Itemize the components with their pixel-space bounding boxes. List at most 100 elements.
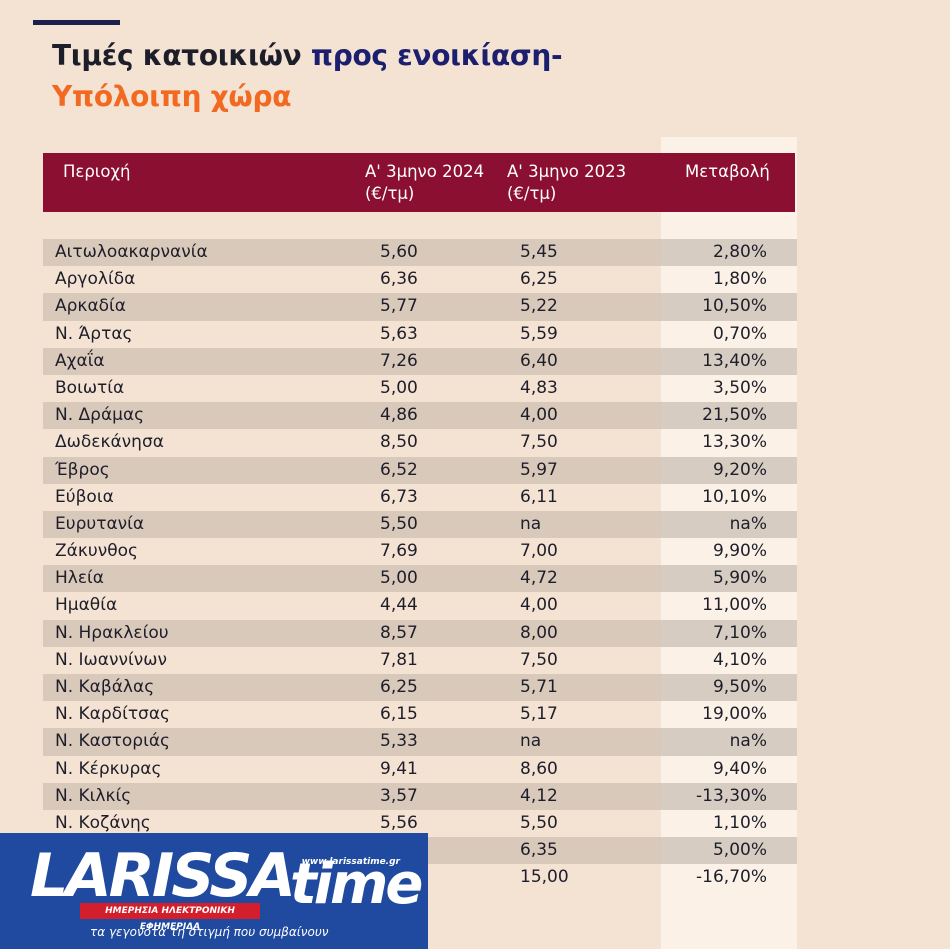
table-row: Ν. Καρδίτσας 6,15 5,17 19,00% bbox=[43, 701, 797, 728]
cell-change: 19,00% bbox=[702, 704, 767, 725]
cell-2023: 4,83 bbox=[520, 377, 558, 398]
header-2023: Α' 3μηνο 2023 (€/τμ) bbox=[507, 161, 626, 205]
cell-2024: 4,44 bbox=[380, 595, 418, 616]
table-row: Αρκαδία 5,77 5,22 10,50% bbox=[43, 293, 797, 321]
table-header: Περιοχή Α' 3μηνο 2024 (€/τμ) Α' 3μηνο 20… bbox=[43, 153, 795, 212]
cell-change: 9,20% bbox=[712, 459, 767, 480]
title-part-3: Υπόλοιπη χώρα bbox=[52, 80, 292, 113]
larissatime-logo: LARISSA time www.larissatime.gr ΗΜΕΡΗΣΙΑ… bbox=[0, 833, 428, 949]
cell-change: 5,90% bbox=[712, 568, 767, 589]
cell-2023: 5,50 bbox=[520, 812, 558, 833]
cell-change: na% bbox=[729, 731, 767, 752]
cell-2023: 4,72 bbox=[520, 568, 558, 589]
header-2024: Α' 3μηνο 2024 (€/τμ) bbox=[365, 161, 484, 205]
cell-change: 10,50% bbox=[702, 296, 767, 317]
change-cell-background bbox=[661, 347, 797, 375]
table-row: Ζάκυνθος 7,69 7,00 9,90% bbox=[43, 538, 797, 565]
table-row: Ν. Κοζάνης 5,56 5,50 1,10% bbox=[43, 810, 797, 837]
cell-region: Ν. Κέρκυρας bbox=[55, 758, 162, 779]
cell-change: 9,50% bbox=[712, 677, 767, 697]
cell-2024: 5,50 bbox=[380, 513, 418, 534]
cell-2024: 6,52 bbox=[380, 459, 418, 480]
cell-2023: 7,50 bbox=[520, 432, 558, 453]
cell-2023: 6,35 bbox=[520, 840, 558, 861]
cell-2023: 5,17 bbox=[520, 704, 558, 725]
header-2023-line2: (€/τμ) bbox=[507, 184, 557, 203]
change-cell-background bbox=[661, 837, 797, 865]
cell-change: 7,10% bbox=[712, 622, 767, 643]
cell-2024: 6,36 bbox=[380, 269, 418, 290]
cell-change: 5,00% bbox=[712, 840, 767, 861]
logo-tagline-banner: ΗΜΕΡΗΣΙΑ ΗΛΕΚΤΡΟΝΙΚΗ ΕΦΗΜΕΡΙΔΑ bbox=[80, 903, 260, 932]
cell-2024: 5,00 bbox=[380, 568, 418, 589]
cell-change: 2,80% bbox=[712, 242, 767, 262]
cell-region: Αρκαδία bbox=[55, 296, 127, 317]
cell-change: -13,30% bbox=[696, 785, 767, 806]
cell-2024: 8,50 bbox=[380, 432, 418, 453]
cell-2023: 5,22 bbox=[520, 296, 558, 317]
change-cell-background bbox=[661, 782, 797, 810]
cell-region: Ημαθία bbox=[55, 595, 118, 616]
cell-change: 13,30% bbox=[702, 432, 767, 453]
cell-2023: 6,40 bbox=[520, 350, 558, 371]
table-row: Αργολίδα 6,36 6,25 1,80% bbox=[43, 266, 797, 293]
table-row: Αχαΐα 7,26 6,40 13,40% bbox=[43, 347, 797, 375]
table-row: Ημαθία 4,44 4,00 11,00% bbox=[43, 592, 797, 619]
change-cell-background bbox=[661, 510, 797, 539]
cell-region: Ν. Καστοριάς bbox=[55, 731, 171, 752]
cell-2023: 5,97 bbox=[520, 459, 558, 480]
cell-change: -16,70% bbox=[696, 867, 767, 888]
table-row: Έβρος 6,52 5,97 9,20% bbox=[43, 456, 797, 484]
cell-2023: 5,71 bbox=[520, 677, 558, 697]
table-row: Εύβοια 6,73 6,11 10,10% bbox=[43, 484, 797, 511]
change-cell-background bbox=[661, 674, 797, 702]
logo-slogan: τα γεγονότα τη στιγμή που συμβαίνουν bbox=[90, 925, 329, 939]
cell-change: 1,80% bbox=[712, 269, 767, 290]
cell-region: Αιτωλοακαρνανία bbox=[55, 242, 208, 262]
table-row: Αιτωλοακαρνανία 5,60 5,45 2,80% bbox=[43, 239, 797, 267]
top-accent-rule bbox=[33, 20, 120, 25]
cell-region: Δωδεκάνησα bbox=[55, 432, 164, 453]
cell-region: Ηλεία bbox=[55, 568, 104, 589]
header-region-label: Περιοχή bbox=[63, 162, 131, 181]
title-part-2: προς ενοικίαση- bbox=[310, 39, 563, 72]
cell-2024: 7,69 bbox=[380, 541, 418, 562]
cell-2023: 6,11 bbox=[520, 486, 558, 507]
header-change-label: Μεταβολή bbox=[685, 162, 770, 181]
change-cell-background bbox=[661, 619, 797, 647]
logo-brand-right: time bbox=[290, 852, 423, 917]
logo-brand-left: LARISSA bbox=[30, 841, 296, 911]
cell-change: 21,50% bbox=[702, 405, 767, 426]
change-cell-background bbox=[661, 456, 797, 484]
cell-2024: 6,73 bbox=[380, 486, 418, 507]
cell-region: Αχαΐα bbox=[55, 350, 105, 371]
cell-region: Ν. Ιωαννίνων bbox=[55, 649, 167, 670]
table-body: Αιτωλοακαρνανία 5,60 5,45 2,80% Αργολίδα 6,36… bbox=[43, 239, 797, 892]
cell-change: 13,40% bbox=[702, 350, 767, 371]
table-row: Ν. Κιλκίς 3,57 4,12 -13,30% bbox=[43, 782, 797, 810]
table-row: Ν. Άρτας 5,63 5,59 0,70% bbox=[43, 321, 797, 348]
cell-region: Βοιωτία bbox=[55, 377, 125, 398]
change-cell-background bbox=[661, 402, 797, 430]
cell-2023: 7,00 bbox=[520, 541, 558, 562]
cell-region: Ν. Κοζάνης bbox=[55, 812, 151, 833]
table-row: Ν. Καβάλας 6,25 5,71 9,50% bbox=[43, 674, 797, 702]
change-column-highlight bbox=[661, 137, 797, 949]
cell-2023: 4,00 bbox=[520, 405, 558, 426]
cell-2024: 9,41 bbox=[380, 758, 418, 779]
change-cell-background bbox=[661, 293, 797, 321]
change-cell-background bbox=[661, 239, 797, 267]
cell-2023: 4,00 bbox=[520, 595, 558, 616]
cell-2024: 7,26 bbox=[380, 350, 418, 371]
cell-region: Ν. Δράμας bbox=[55, 405, 145, 426]
header-2023-line1: Α' 3μηνο 2023 bbox=[507, 162, 627, 181]
table-row: Ν. Κέρκυρας 9,41 8,60 9,40% bbox=[43, 756, 797, 783]
table-row: Ν. Καστοριάς 5,33 na na% bbox=[43, 728, 797, 756]
cell-change: na% bbox=[729, 513, 767, 534]
cell-2023: 4,12 bbox=[520, 785, 558, 806]
cell-2024: 3,57 bbox=[380, 785, 418, 806]
cell-2024: 5,77 bbox=[380, 296, 418, 317]
cell-region: Ν. Άρτας bbox=[55, 323, 133, 344]
table-row: Ηλεία 5,00 4,72 5,90% bbox=[43, 565, 797, 593]
cell-region: Εύβοια bbox=[55, 486, 114, 507]
